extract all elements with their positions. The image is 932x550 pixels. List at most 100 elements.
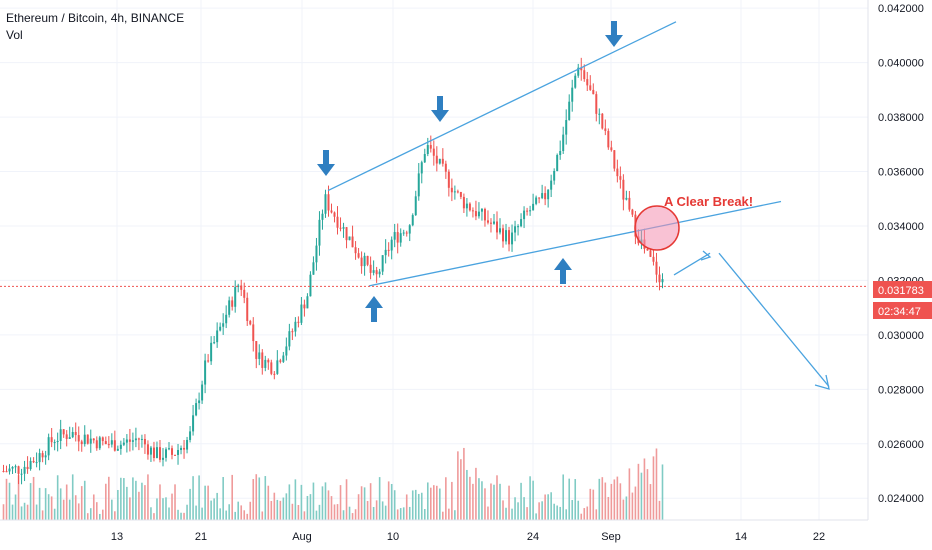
candle-body <box>535 197 538 204</box>
candle-body <box>267 359 270 363</box>
volume-bar <box>556 505 558 520</box>
candle-body <box>47 437 50 456</box>
volume-bar <box>129 497 131 520</box>
candle-body <box>86 434 89 444</box>
candle-body <box>339 227 342 229</box>
volume-bar <box>381 501 384 520</box>
volume-bar <box>267 485 270 520</box>
candle-body <box>375 270 378 275</box>
candle-body <box>231 300 234 307</box>
volume-bar <box>312 482 315 520</box>
volume-bar <box>393 490 396 520</box>
volume-bar <box>429 487 432 520</box>
volume-bar <box>426 482 429 520</box>
candle-body <box>32 460 35 463</box>
volume-bar <box>649 484 652 520</box>
volume-bar <box>547 494 549 520</box>
volume-bar <box>165 497 167 520</box>
volume-bar <box>153 513 155 520</box>
volume-bar <box>114 511 116 520</box>
volume-bar <box>65 484 68 520</box>
candle-body <box>456 191 459 193</box>
arrowhead <box>814 374 830 390</box>
candle-body <box>104 441 107 445</box>
break-circle <box>634 205 680 251</box>
volume-bar <box>369 483 372 520</box>
volume-bar <box>586 506 589 520</box>
volume-bar <box>123 478 125 520</box>
volume-indicator-label[interactable]: Vol <box>6 28 23 42</box>
trendlines <box>327 21 830 390</box>
volume-bar <box>423 509 426 520</box>
price-badge: 0.031783 02:34:47 <box>873 281 932 319</box>
candle-body <box>273 373 276 375</box>
candle-body <box>207 360 210 362</box>
candle-body <box>131 440 134 442</box>
volume-bar <box>162 498 164 520</box>
candle-body <box>604 128 607 131</box>
candle-body <box>285 346 288 356</box>
candle-body <box>495 221 498 233</box>
volume-bar <box>387 481 390 520</box>
volume-bar <box>658 500 661 520</box>
volume-bar <box>414 489 417 520</box>
trendline[interactable] <box>327 21 677 192</box>
trendline[interactable] <box>673 252 711 276</box>
candle-body <box>465 203 468 209</box>
time-axis[interactable]: 13 21 Aug 10 24 Sep 14 22 <box>0 519 868 543</box>
volume-bar <box>541 501 543 520</box>
volume-bar <box>71 474 74 520</box>
candle-body <box>330 210 333 213</box>
candle-body <box>83 434 86 445</box>
candle-body <box>502 228 505 242</box>
candle-body <box>137 438 140 440</box>
candle-body <box>658 274 661 283</box>
candle-body <box>586 79 589 86</box>
price-tick-label: 0.024000 <box>878 493 924 505</box>
volume-bar <box>457 451 459 520</box>
candle-body <box>505 230 508 242</box>
volume-bar <box>270 500 273 520</box>
volume-bar <box>378 477 381 520</box>
candle-body <box>213 342 216 344</box>
volume-bar <box>261 511 264 520</box>
candle-body <box>523 210 526 220</box>
volume-bar <box>17 475 20 520</box>
volume-bar <box>372 506 375 520</box>
candle-body <box>74 432 77 436</box>
candle-body <box>571 87 574 102</box>
candle-body <box>631 209 634 215</box>
volume-bar <box>117 489 119 520</box>
candle-body <box>628 197 631 210</box>
candle-body <box>258 352 261 359</box>
candle-body <box>592 89 595 95</box>
candle-body <box>568 101 571 121</box>
volume-bar <box>276 499 279 520</box>
candle-body <box>607 130 610 148</box>
candle-body <box>532 203 535 211</box>
candle-body <box>294 321 297 332</box>
price-axis[interactable]: 0.0240000.0260000.0280000.0300000.032000… <box>867 0 924 520</box>
volume-bar <box>339 485 342 520</box>
candle-body <box>143 438 146 445</box>
candle-body <box>312 262 315 275</box>
candle-body <box>381 255 384 272</box>
volume-bar <box>62 499 65 520</box>
candle-body <box>264 359 267 368</box>
candle-body <box>414 196 417 216</box>
candle-body <box>180 447 183 451</box>
volume-bar <box>231 474 233 520</box>
volume-bar <box>321 486 324 520</box>
trendline[interactable] <box>368 200 782 287</box>
volume-bar <box>469 476 471 520</box>
candle-body <box>348 236 351 241</box>
volume-bar <box>186 504 188 520</box>
volume-bar <box>68 499 71 520</box>
candle-body <box>228 300 231 315</box>
volume-bar <box>138 491 140 520</box>
volume-bar <box>601 477 604 520</box>
candle-body <box>541 193 544 199</box>
trendline[interactable] <box>718 252 830 388</box>
candle-body <box>411 215 414 226</box>
